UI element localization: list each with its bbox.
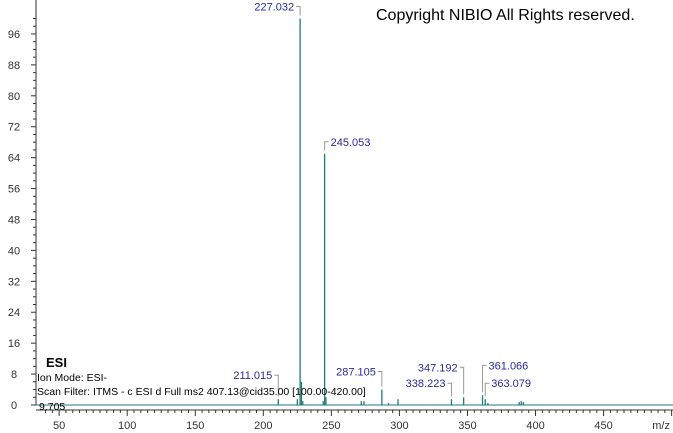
y-tick-label: 96	[8, 29, 20, 41]
x-tick-label: 400	[526, 420, 544, 432]
x-tick-label: 250	[322, 420, 340, 432]
x-tick-label: 200	[254, 420, 272, 432]
y-tick-label: 8	[11, 369, 17, 381]
y-tick-label: 0	[11, 400, 17, 412]
x-tick-label: 450	[594, 420, 612, 432]
peak-label-bracket	[274, 374, 279, 397]
peak-label: 347.192	[418, 362, 458, 374]
peak-label: 361.066	[489, 360, 529, 372]
x-tick-label: 300	[390, 420, 408, 432]
y-tick-label: 48	[8, 214, 20, 226]
y-tick-label: 64	[8, 153, 20, 165]
y-tick-label: 80	[8, 91, 20, 103]
peak-label: 363.079	[491, 378, 531, 390]
y-tick-label: 32	[8, 276, 20, 288]
y-tick-label: 24	[8, 307, 20, 319]
x-tick-label: 50	[53, 420, 65, 432]
x-tick-label: 100	[118, 420, 136, 432]
peak-label-bracket	[447, 382, 452, 397]
peak-label-bracket	[484, 382, 490, 397]
peak-label: 227.032	[254, 2, 294, 14]
x-tick-label: 150	[186, 420, 204, 432]
y-tick-label: 40	[8, 245, 20, 257]
peak-label-bracket	[377, 371, 383, 387]
x-tick-label: 350	[458, 420, 476, 432]
peak-label: 287.105	[336, 367, 376, 379]
peak-label: 245.053	[331, 137, 371, 149]
y-tick-label: 16	[8, 338, 20, 350]
peak-label: 338.223	[406, 378, 446, 390]
peak-label-bracket	[459, 366, 465, 395]
peak-label-bracket	[482, 364, 487, 393]
peak-label-bracket	[296, 6, 301, 16]
peak-label-bracket	[324, 141, 329, 151]
y-tick-label: 72	[8, 122, 20, 134]
y-tick-label: 56	[8, 184, 20, 196]
x-axis-label: m/z	[652, 420, 670, 432]
peak-label: 211.015	[233, 370, 272, 382]
y-tick-label: 88	[8, 60, 20, 72]
